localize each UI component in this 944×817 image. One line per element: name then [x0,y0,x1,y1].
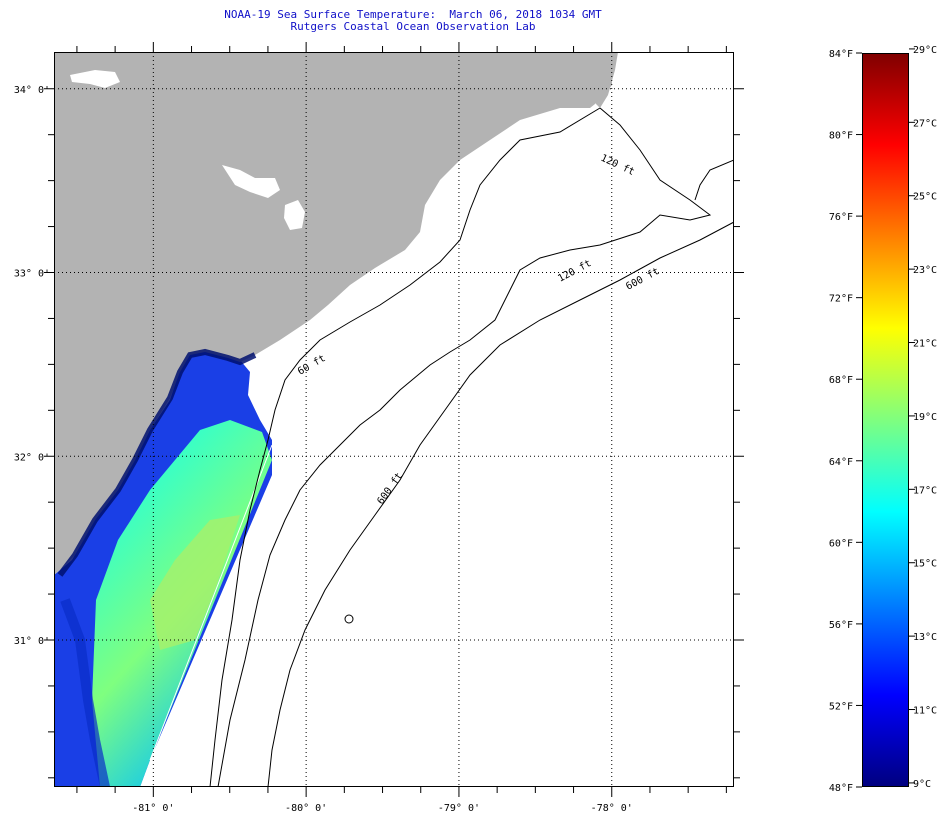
map-axis-labels: 34° 0' 33° 0' 32° 0' 31° 0' -81° 0' -80° 0' -7… [14,85,633,814]
colorbar-label-c: 19°C [913,412,937,423]
lat-label: 32° 0' [14,452,50,463]
colorbar-label-f: 80°F [829,131,853,142]
lon-label: -78° 0' [591,803,633,814]
map-title: NOAA-19 Sea Surface Temperature: March 0… [224,8,602,21]
colorbar-labels: 84°F 80°F 76°F 72°F 68°F 64°F 60°F 56°F 52°F 48°F… [829,45,937,794]
lon-label: -80° 0' [285,803,327,814]
colorbar-label-c: 15°C [913,559,937,570]
map-ticks [44,42,744,797]
inland-water-3 [284,200,305,230]
colorbar-label-c: 11°C [913,706,937,717]
coastal-fringe [57,348,257,577]
sst-swath-core [150,515,240,650]
colorbar [862,53,909,787]
colorbar-label-c: 17°C [913,485,937,496]
lat-label: 31° 0' [14,636,50,647]
colorbar-label-f: 76°F [829,212,853,223]
lon-label: -79° 0' [438,803,480,814]
colorbar-label-c: 27°C [913,118,937,129]
colorbar-frame [862,53,909,787]
coastal-fringe-south [60,598,110,787]
lat-lon-grid [54,52,734,787]
lat-label: 34° 0' [14,85,50,96]
colorbar-label-c: 29°C [913,45,937,56]
inland-water-1 [70,70,120,88]
contour-120ft [217,107,712,787]
colorbar-label-f: 72°F [829,294,853,305]
colorbar-label-f: 64°F [829,457,853,468]
colorbar-label-c: 23°C [913,265,937,276]
lon-label: -81° 0' [132,803,174,814]
colorbar-label-c: 21°C [913,339,937,350]
colorbar-label-f: 56°F [829,620,853,631]
contour-600ft [267,221,734,787]
contour-seamount [344,614,354,624]
colorbar-label-c: 9°C [913,779,931,790]
colorbar-label-c: 13°C [913,632,937,643]
colorbar-label-c: 25°C [913,192,937,203]
land-mass [54,52,612,575]
swath-edge [149,444,273,761]
colorbar-label-f: 48°F [829,783,853,794]
colorbar-label-f: 68°F [829,375,853,386]
lat-label: 33° 0' [14,269,50,280]
contour-600ft-north [694,159,734,201]
map-frame [54,52,734,787]
land-cape [596,52,618,108]
contour-60ft [209,107,601,787]
colorbar-label-f: 52°F [829,701,853,712]
inland-water-2 [222,165,280,198]
colorbar-label-f: 84°F [829,49,853,60]
colorbar-label-f: 60°F [829,538,853,549]
map-subtitle: Rutgers Coastal Ocean Observation Lab [290,20,536,33]
